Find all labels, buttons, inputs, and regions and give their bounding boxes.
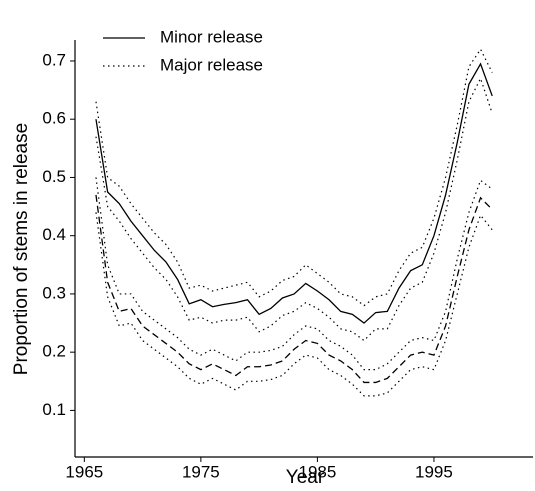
x-axis-label: Year <box>286 467 325 488</box>
x-tick-label: 1985 <box>298 462 336 481</box>
series-line <box>95 194 493 384</box>
y-tick-label: 0.4 <box>42 225 66 244</box>
band-upper <box>95 177 493 371</box>
y-tick-label: 0.6 <box>42 109 66 128</box>
legend-label: Minor release <box>160 27 263 46</box>
y-tick-label: 0.2 <box>42 342 66 361</box>
series-line <box>95 62 493 324</box>
band-upper <box>95 48 493 307</box>
x-tick-label: 1995 <box>415 462 453 481</box>
y-tick-label: 0.7 <box>42 50 66 69</box>
band-lower <box>95 76 493 342</box>
x-tick-label: 1965 <box>65 462 103 481</box>
y-axis-label: Proportion of stems in release <box>11 123 32 375</box>
x-tick-label: 1975 <box>182 462 220 481</box>
y-tick-label: 0.5 <box>42 167 66 186</box>
y-tick-label: 0.3 <box>42 283 66 302</box>
y-tick-label: 0.1 <box>42 400 66 419</box>
legend-label: Major release <box>160 55 263 74</box>
